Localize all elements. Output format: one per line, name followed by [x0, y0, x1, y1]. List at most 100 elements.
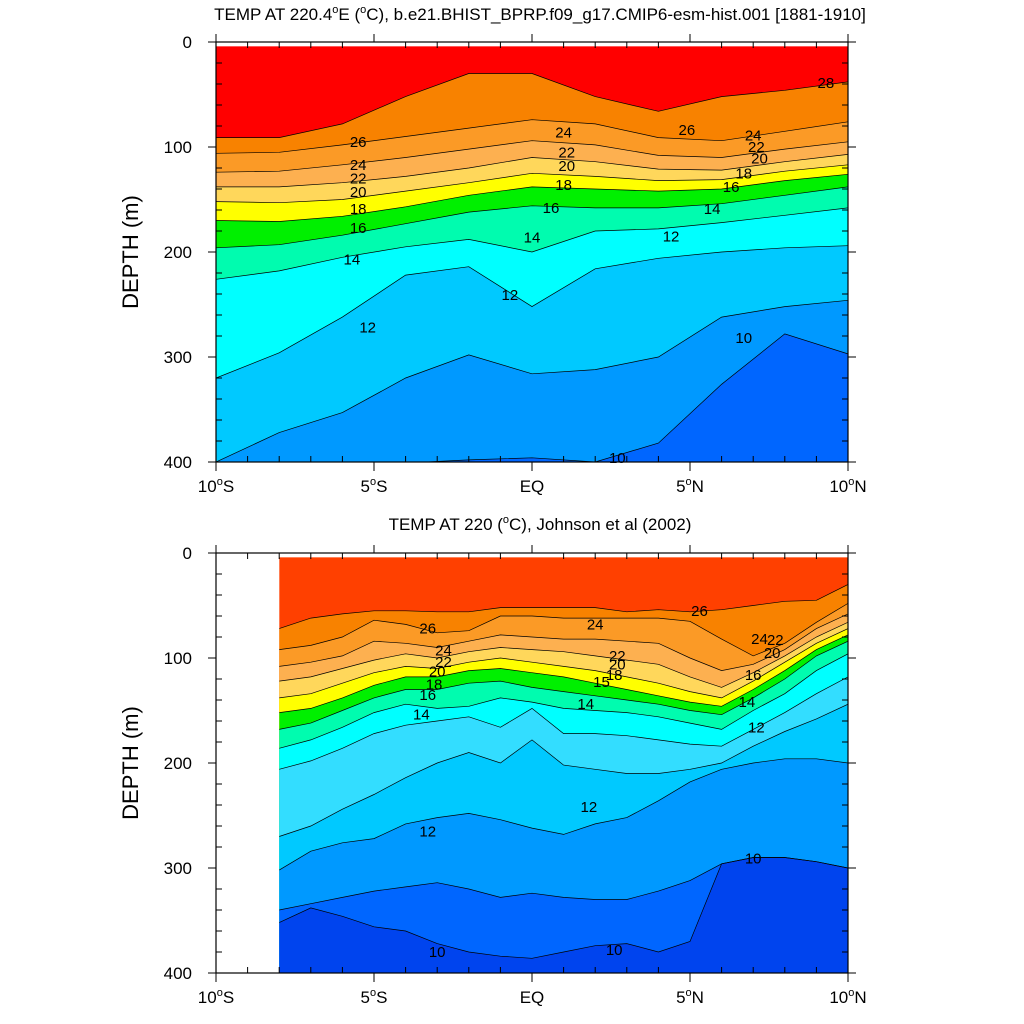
- isotherm-line-27: [216, 73, 848, 138]
- contour-label: 12: [663, 228, 680, 245]
- contour-label: 24: [555, 124, 572, 141]
- contour-label: 16: [419, 687, 436, 704]
- y-tick-label: 400: [164, 964, 192, 983]
- isotherm-line-10: [418, 333, 848, 462]
- y-tick-label: 200: [164, 754, 192, 773]
- contour-label: 14: [524, 229, 541, 246]
- contour-label: 24: [745, 127, 762, 144]
- isotherm-line-18: [279, 634, 848, 713]
- contour-label: 20: [609, 656, 626, 673]
- contour-label: 20: [350, 184, 367, 201]
- y-axis-label: DEPTH (m): [118, 195, 143, 309]
- x-tick-label: 5oN: [676, 987, 704, 1007]
- isotherm-line-14: [216, 207, 848, 280]
- contour-label: 14: [739, 694, 756, 711]
- isotherm-line-26: [279, 603, 848, 657]
- isotherm-line-9: [279, 857, 848, 959]
- contour-label: 22: [609, 648, 626, 665]
- contour-label: 24: [350, 157, 367, 174]
- contour-label: 26: [419, 621, 436, 638]
- contour-label: 14: [704, 201, 721, 218]
- contour-label: 16: [745, 667, 762, 684]
- contour-label: 18: [426, 676, 443, 693]
- contour-label: 18: [606, 667, 623, 684]
- contour-label: 12: [359, 320, 376, 337]
- contour-label: 20: [751, 151, 768, 168]
- isotherm-line-26: [216, 119, 848, 154]
- contour-label: 12: [748, 719, 765, 736]
- x-tick-label: EQ: [520, 988, 545, 1007]
- y-tick-label: 400: [164, 453, 192, 472]
- x-tick-label: 5oS: [361, 476, 388, 496]
- contour-label: 20: [429, 664, 446, 681]
- x-tick-label: 10oN: [829, 987, 866, 1007]
- contour-label: 12: [502, 287, 519, 304]
- contour-label: 10: [606, 942, 623, 959]
- isotherm-line-20: [216, 164, 848, 204]
- isotherm-line-13: [279, 676, 848, 770]
- isotherm-line-22: [279, 621, 848, 688]
- isotherm-line-11: [279, 758, 848, 871]
- contour-label: 16: [723, 179, 740, 196]
- y-tick-label: 200: [164, 243, 192, 262]
- isotherm-line-18: [216, 173, 848, 222]
- x-tick-label: 5oS: [361, 987, 388, 1007]
- contour-label: 22: [350, 171, 367, 188]
- isotherm-band-10: [425, 333, 848, 462]
- contour-label: 14: [413, 707, 430, 724]
- y-tick-label: 300: [164, 859, 192, 878]
- x-tick-label: 10oS: [198, 476, 234, 496]
- panel-title: TEMP AT 220.4oE (oC), b.e21.BHIST_BPRP.f…: [214, 4, 866, 24]
- contour-label: 15: [593, 674, 610, 691]
- contour-label: 28: [818, 75, 835, 92]
- isotherm-line-16: [216, 186, 848, 249]
- isotherm-line-22: [216, 154, 848, 188]
- contour-fill: [279, 557, 848, 973]
- contour-label: 18: [350, 201, 367, 218]
- contour-label: 22: [767, 632, 784, 649]
- contour-label: 10: [745, 851, 762, 868]
- contour-label: 16: [543, 200, 560, 217]
- contour-label: 10: [429, 944, 446, 961]
- contour-label: 22: [558, 144, 575, 161]
- contour-label: 26: [691, 603, 708, 620]
- isotherm-line-12: [279, 703, 848, 837]
- contour-label: 18: [555, 177, 572, 194]
- contour-label: 20: [764, 645, 781, 662]
- x-tick-label: 10oS: [198, 987, 234, 1007]
- y-tick-label: 0: [183, 33, 192, 52]
- panel-title: TEMP AT 220 (oC), Johnson et al (2002): [389, 514, 692, 534]
- isotherm-line-27: [279, 584, 848, 629]
- isotherm-line-11: [216, 299, 848, 462]
- isotherm-line-24: [216, 140, 848, 173]
- isotherm-band-9: [279, 857, 848, 973]
- y-tick-label: 100: [164, 649, 192, 668]
- contour-label: 18: [735, 165, 752, 182]
- y-tick-label: 100: [164, 138, 192, 157]
- y-axis-label: DEPTH (m): [118, 706, 143, 820]
- y-tick-label: 300: [164, 348, 192, 367]
- x-tick-label: 5oN: [676, 476, 704, 496]
- contour-label: 10: [735, 330, 752, 347]
- contour-label: 20: [558, 158, 575, 175]
- isotherm-line-20: [279, 628, 848, 699]
- contour-label: 26: [350, 134, 367, 151]
- x-tick-label: 10oN: [829, 476, 866, 496]
- isotherm-line-14: [279, 653, 848, 749]
- contour-label: 12: [581, 799, 598, 816]
- isotherm-line-16: [279, 640, 848, 730]
- contour-label: 26: [678, 122, 695, 139]
- contour-fill: [216, 46, 848, 462]
- contour-label: 22: [748, 139, 765, 156]
- contour-label: 14: [344, 251, 361, 268]
- x-tick-label: EQ: [520, 477, 545, 496]
- isotherm-line-12: [216, 245, 848, 379]
- contour-label: 14: [577, 696, 594, 713]
- isotherm-line-24: [279, 613, 848, 671]
- contour-label: 24: [435, 643, 452, 660]
- contour-label: 24: [587, 616, 604, 633]
- contour-label: 16: [350, 220, 367, 237]
- contour-label: 12: [419, 823, 436, 840]
